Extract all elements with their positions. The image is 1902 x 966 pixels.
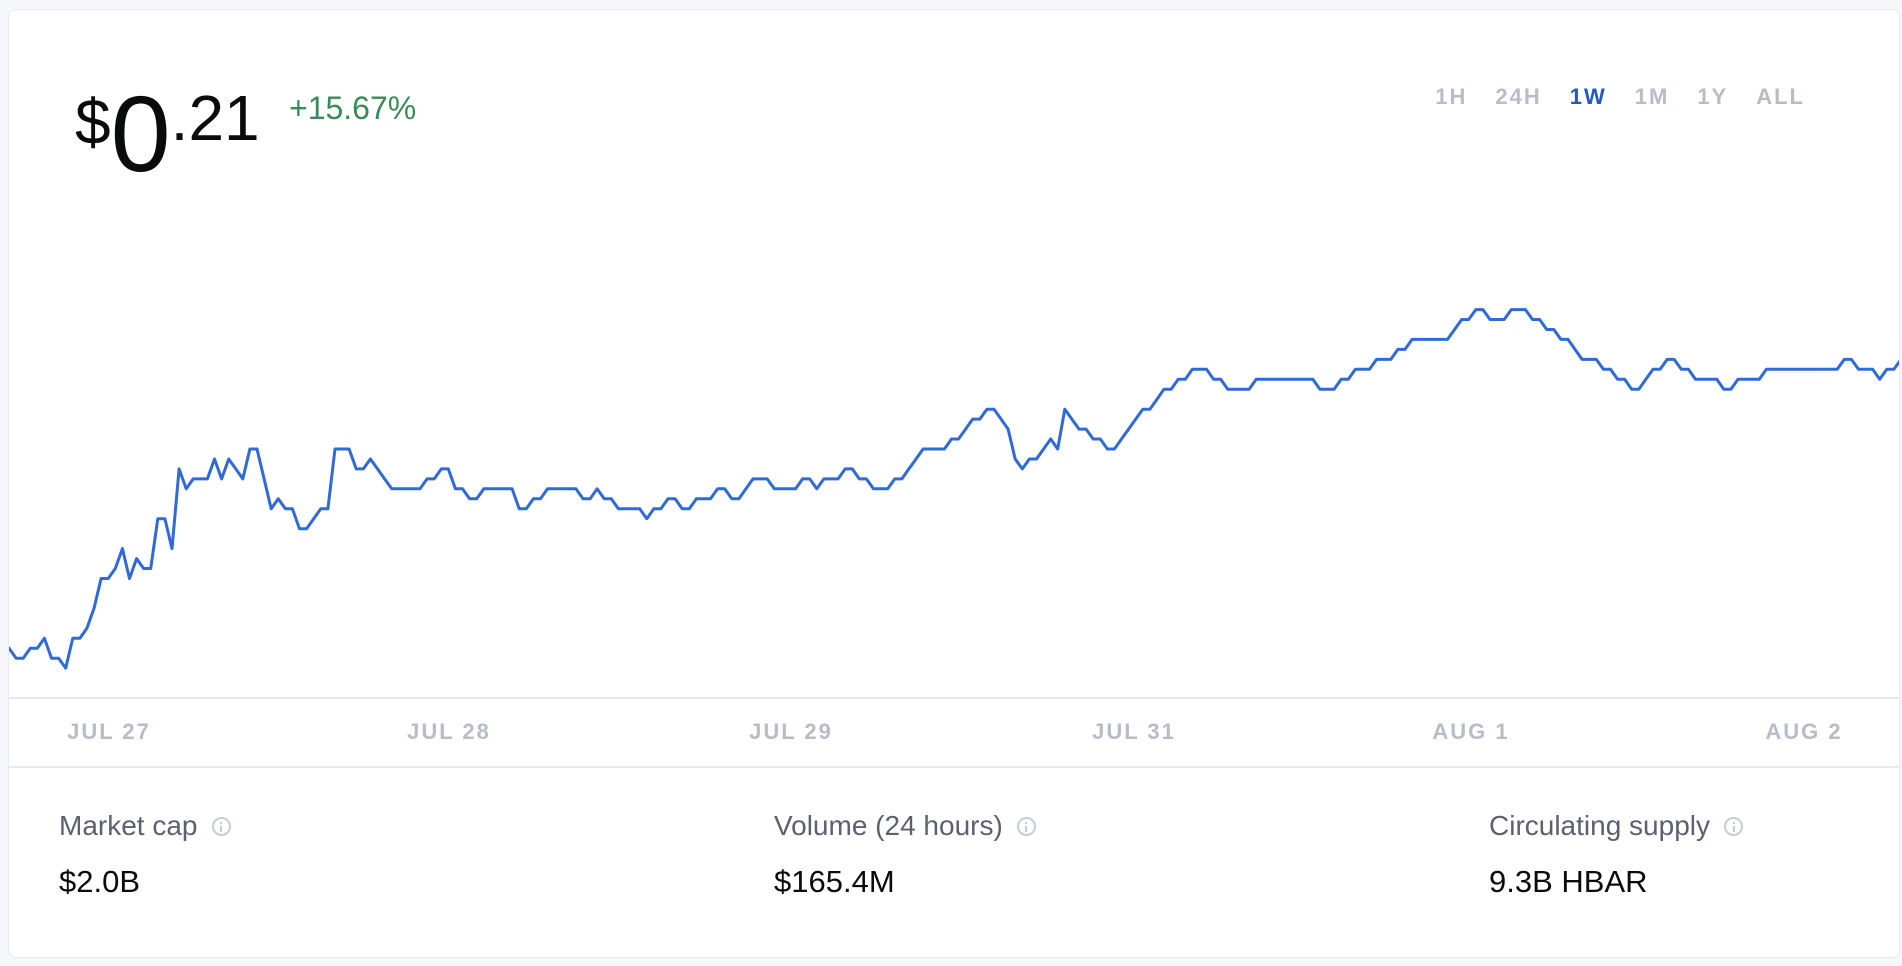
price-series-line	[9, 308, 1899, 670]
range-all-button[interactable]: ALL	[1756, 84, 1805, 109]
stat-market-cap: Market cap $2.0B	[59, 810, 231, 900]
info-icon[interactable]	[1016, 816, 1036, 836]
x-tick-label: AUG 1	[1432, 719, 1509, 744]
x-tick-label: JUL 31	[1092, 719, 1176, 744]
x-tick-label: AUG 2	[1765, 719, 1842, 744]
price-change-percent: +15.67%	[289, 90, 417, 126]
stat-value: $2.0B	[59, 864, 141, 899]
range-24h-button[interactable]: 24H	[1495, 84, 1542, 109]
stat-circulating-supply: Circulating supply 9.3B HBAR	[1489, 810, 1743, 900]
stat-volume-24h: Volume (24 hours) $165.4M	[774, 810, 1036, 900]
price-decimal-part: .21	[170, 82, 260, 154]
range-1y-button[interactable]: 1Y	[1697, 84, 1729, 109]
price-chart-card: $0.21 +15.67% 1H 24H 1W 1M 1Y ALL JUL 27…	[8, 9, 1900, 958]
stat-label: Circulating supply	[1489, 810, 1710, 841]
price-integer-part: 0	[110, 73, 171, 194]
range-1h-button[interactable]: 1H	[1435, 84, 1468, 109]
x-tick-label: JUL 27	[67, 719, 151, 744]
x-tick-label: JUL 29	[749, 719, 833, 744]
info-icon[interactable]	[1724, 816, 1743, 836]
range-1m-button[interactable]: 1M	[1634, 84, 1670, 109]
x-tick-label: JUL 28	[407, 719, 491, 744]
range-1w-button[interactable]: 1W	[1569, 84, 1607, 109]
current-price: $0.21	[75, 68, 260, 188]
stat-label: Volume (24 hours)	[774, 810, 1003, 841]
stat-label: Market cap	[59, 810, 198, 841]
price-currency-symbol: $	[75, 86, 111, 158]
stat-value: $165.4M	[774, 864, 895, 899]
time-range-selector: 1H 24H 1W 1M 1Y ALL	[1421, 84, 1819, 110]
x-axis-ticks: JUL 27 JUL 28 JUL 29 JUL 31 AUG 1 AUG 2	[67, 719, 1842, 744]
stat-value: 9.3B HBAR	[1489, 864, 1648, 899]
info-icon[interactable]	[211, 816, 231, 836]
